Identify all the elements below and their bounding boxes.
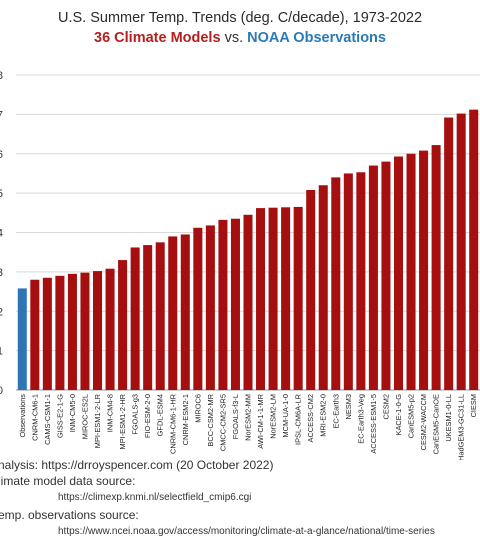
bar-model [331, 177, 341, 390]
y-tick-label: 1 [0, 346, 3, 358]
bar-model [92, 271, 103, 390]
x-tick-label: FGOALS-f3-L [231, 394, 240, 439]
y-tick-label: 3 [0, 267, 3, 279]
bar-model [80, 272, 90, 390]
bar-model [218, 219, 228, 390]
x-tick-label: MCM-UA-1-0 [281, 394, 290, 438]
obs-source-url: https://www.ncei.noaa.gov/access/monitor… [58, 526, 435, 537]
x-tick-label: MIROC-ES2L [80, 394, 89, 439]
x-tick-label: MIROC6 [193, 394, 202, 423]
bar-model [155, 242, 165, 390]
subtitle-observations: NOAA Observations [247, 30, 386, 46]
x-tick-label: NESM3 [344, 394, 353, 419]
y-tick-label: 7 [0, 109, 3, 121]
bar-model [168, 236, 178, 390]
x-tick-label: FIO-ESM-2-0 [143, 394, 152, 438]
x-tick-label: BCC-CSM2-MR [206, 394, 215, 447]
bar-model [393, 156, 404, 390]
x-tick-label: ACCESS-ESM1-5 [369, 394, 378, 454]
bar-model [281, 207, 291, 390]
y-tick-label: 8 [0, 70, 3, 82]
bar-model [318, 185, 328, 390]
bar-model [42, 277, 52, 390]
x-tick-label: MPI-ESM1-2-LR [93, 394, 102, 448]
y-tick-label: 5 [0, 188, 3, 200]
x-tick-label: AWI-CM-1-1-MR [256, 394, 265, 449]
x-tick-label: GISS-E2-1-G [55, 394, 64, 438]
x-tick-label: CanESM5-p2 [407, 394, 416, 438]
x-tick-label: NorESM2-MM [244, 394, 253, 441]
bar-model [55, 275, 65, 390]
bar-model [67, 273, 77, 390]
bar-model [368, 165, 378, 390]
x-tick-label: CESM2-WACCM [419, 394, 428, 450]
x-tick-label: IPSL-CM6A-LR [294, 394, 303, 445]
x-tick-label: ACCESS-CM2 [306, 394, 315, 442]
bar-model [356, 172, 366, 390]
bar-model [180, 234, 190, 390]
chart-subtitle: 36 Climate Models vs. NOAA Observations [0, 30, 480, 46]
subtitle-models: 36 Climate Models [94, 30, 221, 46]
bar-model [256, 208, 266, 390]
subtitle-vs: vs. [224, 30, 244, 46]
bar-model [419, 150, 429, 390]
x-tick-label: CNRM-CM6-1 [30, 394, 39, 441]
x-tick-label: INM-CM4-8 [106, 394, 115, 432]
x-tick-label: CNRM-CM6-1-HR [168, 394, 177, 454]
x-tick-label: MPI-ESM1-2-HR [118, 394, 127, 449]
model-source-url: https://climexp.knmi.nl/selectfield_cmip… [58, 492, 252, 503]
x-tick-label: EC-Earth3-Veg [356, 394, 365, 444]
bar-model [444, 117, 454, 391]
bar-model [469, 109, 479, 391]
bar-model [381, 161, 391, 390]
model-source-label: limate model data source: [0, 474, 136, 488]
x-tick-label: HadGEM3-GC31-LL [457, 394, 466, 460]
bar-model [193, 227, 203, 390]
x-tick-label: CESM2 [381, 394, 390, 419]
bar-model [343, 173, 353, 390]
bar-model [306, 189, 316, 390]
bar-model [205, 225, 215, 390]
bar-model [30, 279, 40, 390]
bar-model [406, 153, 416, 390]
chart-title: U.S. Summer Temp. Trends (deg. C/decade)… [57, 10, 423, 26]
obs-source-label: emp. observations source: [0, 508, 139, 522]
x-tick-label: Observations [18, 394, 27, 438]
bar-model [431, 145, 441, 390]
analysis-note: nalysis: https://drroyspencer.com (20 Oc… [0, 458, 274, 472]
bar-observations [17, 288, 27, 390]
bar-model [293, 206, 303, 390]
bar-model [268, 207, 278, 390]
bar-model [456, 113, 466, 391]
x-tick-label: EC-Earth3 [331, 394, 340, 429]
x-tick-label: UKESM1-0-LL [444, 394, 453, 442]
x-tick-label: CNRM-ESM2-1 [181, 394, 190, 445]
x-tick-label: KACE-1-0-G [394, 394, 403, 436]
bar-model [105, 268, 115, 390]
y-tick-label: 4 [0, 228, 3, 240]
bar-model [118, 260, 128, 390]
y-tick-label: 0 [0, 385, 3, 397]
x-tick-label: NorESM2-LM [269, 394, 278, 439]
bar-model [130, 247, 140, 390]
x-tick-label: INM-CM5-0 [68, 394, 77, 432]
x-tick-label: CMCC-CM2-SR5 [218, 394, 227, 451]
bar-model [143, 245, 153, 390]
x-tick-label: CIESM [469, 394, 478, 417]
x-tick-label: CanESM5-CanOE [432, 394, 441, 454]
x-tick-label: GFDL-ESM4 [156, 394, 165, 436]
x-tick-label: CAMS-CSM1-1 [43, 394, 52, 445]
y-tick-label: 2 [0, 306, 3, 318]
x-tick-label: MRI-ESM2-0 [319, 394, 328, 437]
y-tick-label: 6 [0, 149, 3, 161]
bar-model [243, 214, 253, 390]
bar-model [230, 218, 240, 390]
x-tick-label: FGOALS-g3 [131, 394, 140, 435]
